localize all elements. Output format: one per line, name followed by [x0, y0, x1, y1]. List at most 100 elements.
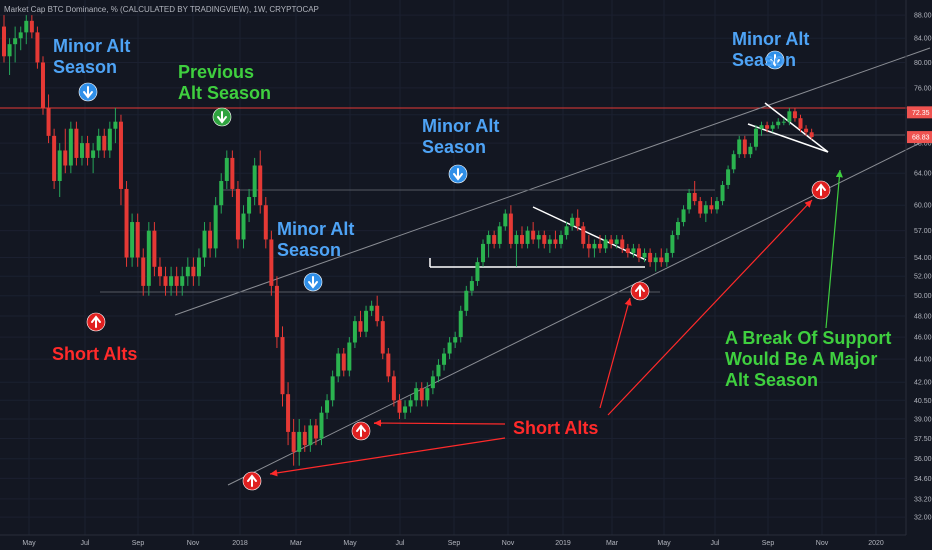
arrow-up-marker-icon — [630, 281, 650, 301]
annotation-label: Short Alts — [52, 344, 137, 364]
candle — [230, 150, 235, 198]
candle-body — [542, 235, 547, 244]
arrow-down-marker-icon — [212, 107, 232, 127]
x-tick-label: 2018 — [232, 540, 248, 547]
candle — [497, 222, 502, 249]
candle — [698, 197, 703, 218]
candle — [286, 382, 291, 446]
candle — [592, 239, 597, 258]
candle — [96, 128, 101, 158]
candle — [408, 394, 413, 413]
candle-body — [497, 226, 502, 244]
candle — [375, 295, 380, 327]
candle-body — [726, 169, 731, 185]
candle-body — [458, 310, 463, 338]
candle — [369, 300, 374, 316]
candle-body — [341, 353, 346, 371]
candle-body — [180, 276, 185, 286]
candle — [152, 222, 157, 277]
candle — [24, 15, 29, 45]
candle — [113, 107, 118, 144]
x-tick-label: May — [657, 540, 671, 547]
candle — [35, 26, 40, 69]
candle-body — [737, 139, 742, 155]
x-tick-label: 2020 — [868, 540, 884, 547]
candles — [2, 15, 814, 466]
candle-body — [336, 353, 341, 377]
y-tick-label: 52.00 — [914, 274, 932, 281]
candle — [603, 235, 608, 253]
candle-body — [703, 205, 708, 214]
annotation-arrow — [825, 169, 843, 329]
candle — [352, 315, 357, 348]
candle-body — [29, 20, 34, 33]
candle-body — [163, 276, 168, 286]
candle — [219, 173, 224, 214]
candle — [18, 26, 23, 51]
candle — [391, 370, 396, 407]
candle-body — [508, 213, 513, 244]
candle-body — [358, 321, 363, 332]
candle — [508, 205, 513, 249]
annotation-label: Previous Alt Season — [178, 62, 271, 103]
candle — [247, 188, 252, 223]
candle — [430, 370, 435, 395]
wedge-upper — [764, 102, 829, 153]
candle-body — [792, 111, 797, 119]
candle — [687, 188, 692, 214]
candle — [57, 143, 62, 198]
arrow-up-marker-icon — [351, 421, 371, 441]
y-tick-label: 40.50 — [914, 398, 932, 405]
candle-body — [570, 217, 575, 227]
candle — [481, 239, 486, 267]
annotation-line: Minor Alt — [732, 29, 809, 49]
candle-body — [469, 281, 474, 291]
candle — [486, 230, 491, 258]
candle-body — [675, 222, 680, 236]
candle-body — [102, 135, 107, 151]
candle-body — [586, 243, 591, 249]
candle-body — [408, 400, 413, 407]
candle-body — [609, 239, 614, 244]
annotation-line: Minor Alt — [422, 116, 499, 136]
x-tick-label: May — [343, 540, 357, 547]
candle-body — [141, 257, 146, 286]
candle-body — [692, 192, 697, 202]
candle-body — [269, 239, 274, 286]
candle-body — [681, 209, 686, 223]
candle-body — [531, 230, 536, 240]
candle — [709, 197, 714, 214]
candle — [46, 94, 51, 144]
candle — [63, 128, 68, 174]
candle — [547, 235, 552, 253]
candle-body — [714, 201, 719, 210]
y-tick-label: 36.00 — [914, 456, 932, 463]
candle — [2, 15, 6, 63]
candle-body — [620, 239, 625, 249]
candle — [664, 248, 669, 267]
candle-body — [614, 239, 619, 244]
candle-body — [603, 239, 608, 249]
candle — [737, 135, 742, 158]
candle — [597, 235, 602, 253]
candle-body — [352, 321, 357, 343]
y-tick-label: 50.00 — [914, 293, 932, 300]
candle-body — [107, 128, 112, 151]
y-tick-label: 37.50 — [914, 436, 932, 443]
candle — [102, 128, 107, 158]
candle — [258, 150, 263, 214]
arrow-down-marker-icon — [448, 164, 468, 184]
candle-body — [152, 230, 157, 267]
price-tag: 72.35 — [907, 106, 932, 119]
candle — [536, 230, 541, 249]
candle — [636, 243, 641, 263]
candle — [458, 305, 463, 343]
candle-body — [24, 20, 29, 33]
candle-body — [798, 118, 803, 129]
candle-body — [174, 276, 179, 286]
candle — [224, 150, 229, 189]
candle — [157, 257, 162, 286]
candle-body — [648, 252, 653, 263]
